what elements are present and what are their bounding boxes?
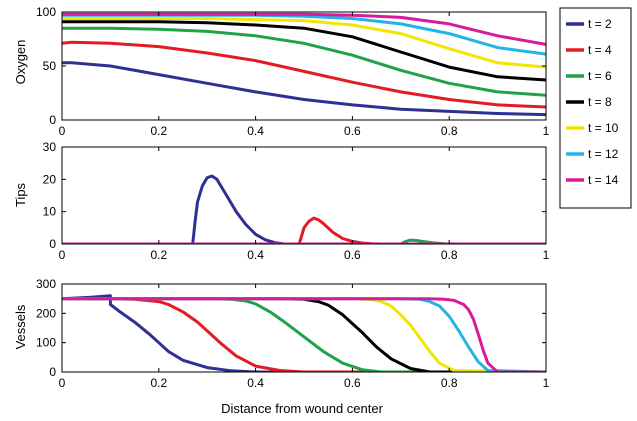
tips-y-tick-label: 30 xyxy=(43,140,57,154)
vessels-panel: Vessels 0 0.2 0.4 0.6 0.8 1 0 100 200 300 xyxy=(13,277,550,390)
oxygen-series-t2 xyxy=(62,61,546,117)
oxygen-y-tick-label: 0 xyxy=(49,113,56,127)
oxygen-x-tick-label: 1 xyxy=(543,124,550,138)
vessels-x-tick-label: 0.8 xyxy=(441,376,458,390)
vessels-series-t2 xyxy=(62,294,546,372)
tips-plot-area xyxy=(62,174,546,244)
oxygen-series-t6 xyxy=(62,26,546,97)
tips-x-tick-label: 0.4 xyxy=(247,248,264,262)
tips-x-tick-label: 0 xyxy=(59,248,66,262)
tips-y-tick-label: 20 xyxy=(43,172,57,186)
tips-y-tick-label: 10 xyxy=(43,205,57,219)
oxygen-panel: Oxygen 0 0.2 0.4 0.6 0.8 1 0 50 100 xyxy=(13,5,550,138)
tips-series-t4 xyxy=(62,216,546,244)
oxygen-x-tick-label: 0.2 xyxy=(150,124,167,138)
tips-x-tick-label: 0.6 xyxy=(344,248,361,262)
tips-ylabel: Tips xyxy=(13,182,28,207)
vessels-series-t14 xyxy=(62,297,546,372)
legend-label: t = 14 xyxy=(588,173,619,187)
vessels-plot-area xyxy=(62,294,546,372)
vessels-y-tick-label: 100 xyxy=(36,336,56,350)
tips-x-tick-label: 1 xyxy=(543,248,550,262)
oxygen-series-t14 xyxy=(62,12,546,46)
vessels-x-tick-label: 0 xyxy=(59,376,66,390)
oxygen-x-tick-label: 0 xyxy=(59,124,66,138)
legend-label: t = 6 xyxy=(588,69,612,83)
vessels-y-tick-label: 0 xyxy=(49,365,56,379)
tips-x-tick-label: 0.2 xyxy=(150,248,167,262)
oxygen-x-tick-label: 0.4 xyxy=(247,124,264,138)
oxygen-y-tick-label: 50 xyxy=(43,59,57,73)
legend-label: t = 2 xyxy=(588,17,612,31)
vessels-x-tick-label: 1 xyxy=(543,376,550,390)
tips-y-tick-label: 0 xyxy=(49,237,56,251)
legend-label: t = 8 xyxy=(588,95,612,109)
x-axis-label: Distance from wound center xyxy=(221,401,384,416)
tips-x-tick-label: 0.8 xyxy=(441,248,458,262)
legend-label: t = 10 xyxy=(588,121,619,135)
vessels-x-tick-label: 0.4 xyxy=(247,376,264,390)
vessels-x-tick-label: 0.6 xyxy=(344,376,361,390)
vessels-y-tick-label: 200 xyxy=(36,306,56,320)
vessels-series-t6 xyxy=(62,297,546,372)
vessels-y-tick-label: 300 xyxy=(36,277,56,291)
oxygen-series-t10 xyxy=(62,17,546,69)
vessels-ylabel: Vessels xyxy=(13,304,28,349)
oxygen-x-tick-label: 0.8 xyxy=(441,124,458,138)
oxygen-series-t4 xyxy=(62,40,546,109)
tips-series-t2 xyxy=(62,174,546,244)
oxygen-x-tick-label: 0.6 xyxy=(344,124,361,138)
legend: t = 2 t = 4 t = 6 t = 8 t = 10 t = 12 t = 14 xyxy=(559,7,632,209)
vessels-axes-box xyxy=(61,283,547,373)
oxygen-series-t8 xyxy=(62,20,546,82)
legend-label: t = 4 xyxy=(588,43,612,57)
oxygen-y-tick-label: 100 xyxy=(36,5,56,19)
legend-box xyxy=(559,7,632,209)
oxygen-ylabel: Oxygen xyxy=(13,40,28,85)
legend-label: t = 12 xyxy=(588,147,619,161)
tips-axes-box xyxy=(61,146,547,245)
vessels-x-tick-label: 0.2 xyxy=(150,376,167,390)
oxygen-plot-area xyxy=(62,12,546,117)
